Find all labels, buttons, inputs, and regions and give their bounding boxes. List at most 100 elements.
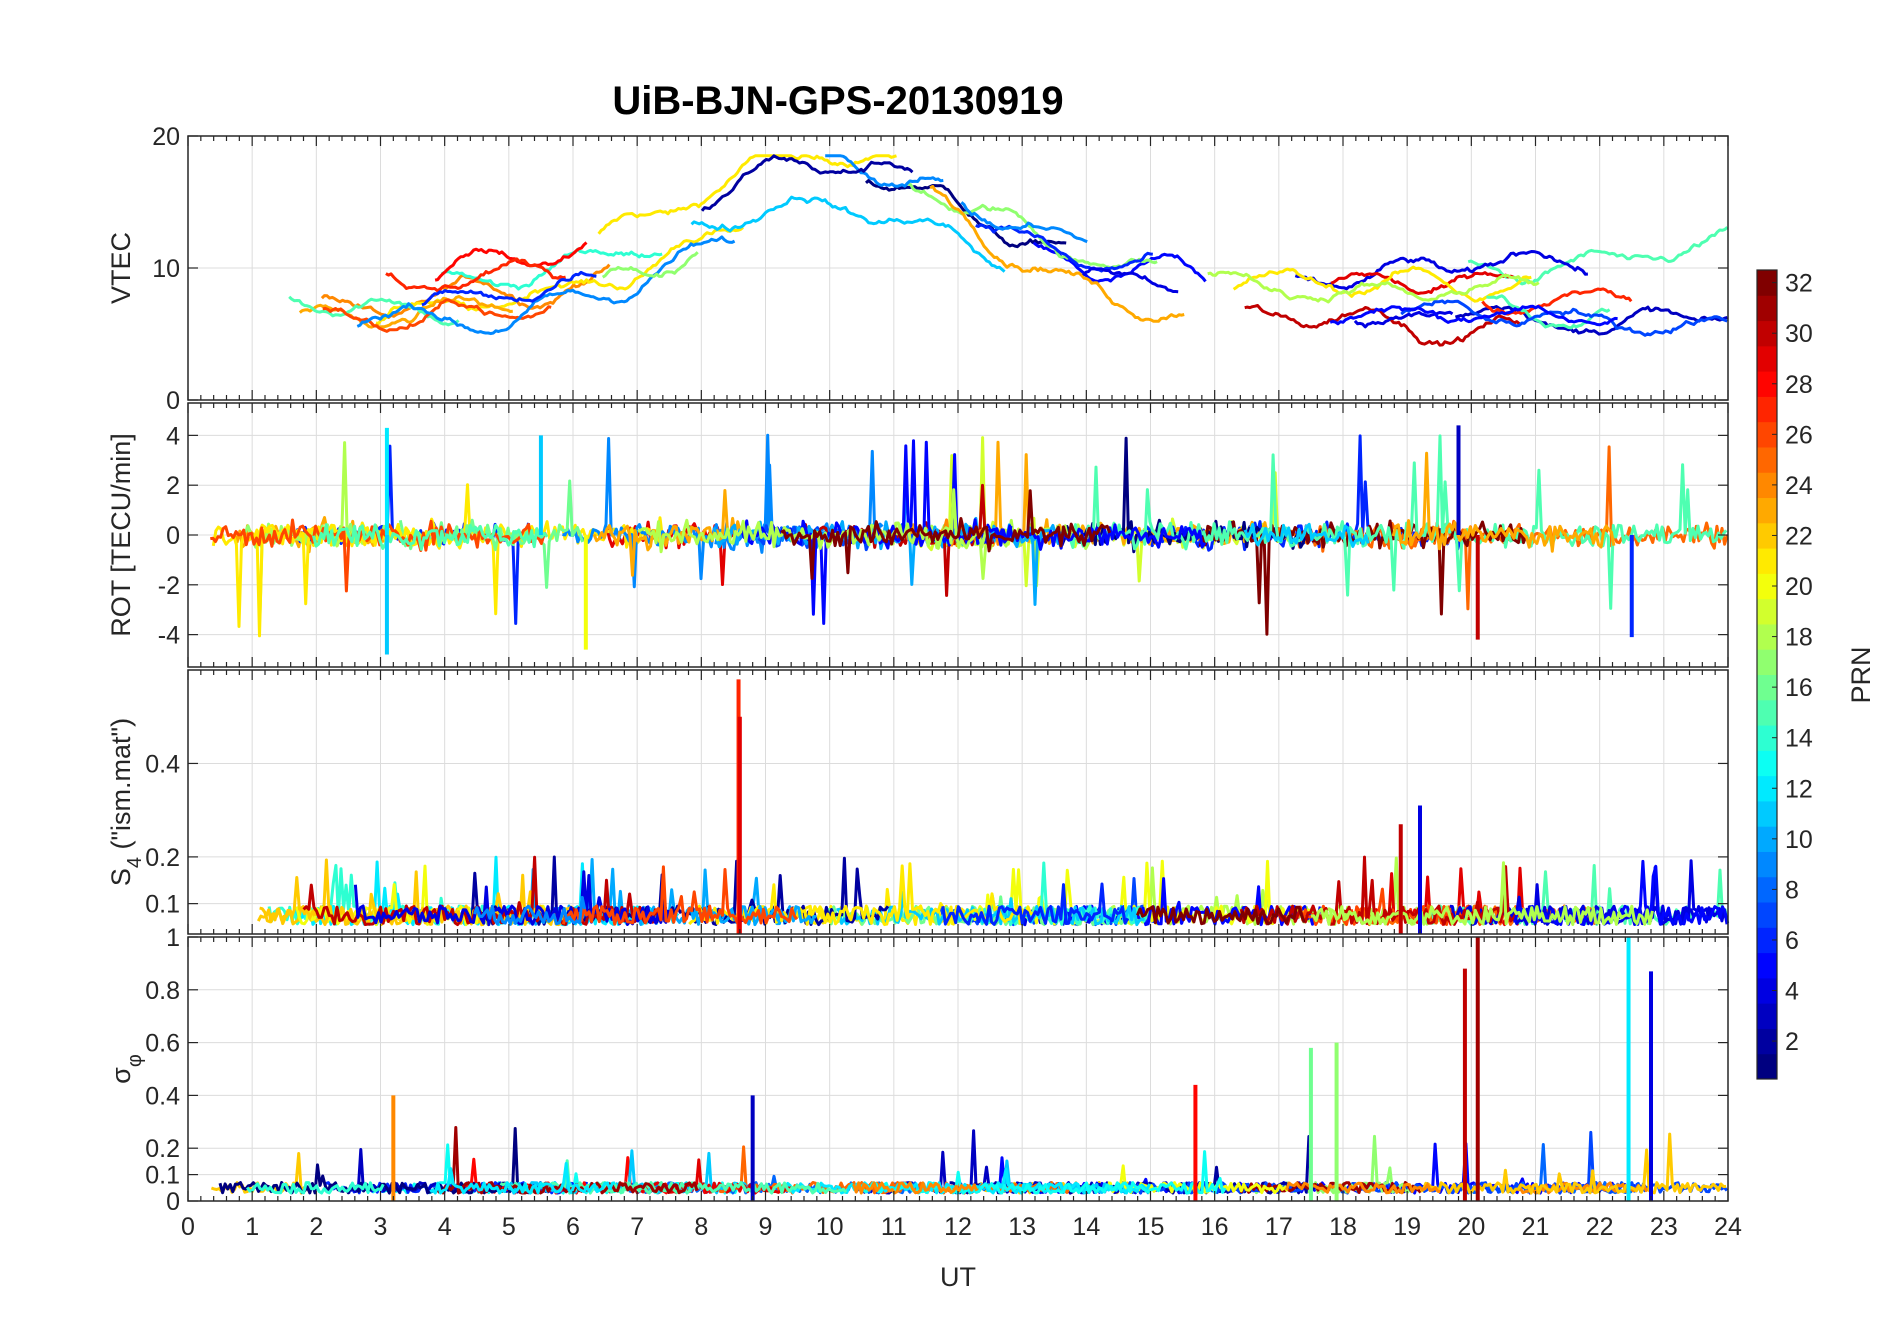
grid-s4 — [188, 670, 1728, 934]
y-tick-label: 0.4 — [145, 1082, 180, 1110]
colorbar-tick-label: 32 — [1785, 270, 1813, 298]
x-tick-label: 9 — [759, 1213, 773, 1241]
series-line — [356, 235, 736, 336]
x-tick-label: 11 — [881, 1213, 907, 1241]
x-tick-label: 2 — [309, 1213, 323, 1241]
colorbar-segment — [1757, 699, 1777, 726]
x-tick-label: 20 — [1457, 1213, 1485, 1241]
colorbar-segment — [1757, 497, 1777, 524]
series-line — [780, 489, 1112, 580]
y-tick-label: 1 — [166, 924, 180, 952]
series-line — [322, 298, 552, 333]
series-line — [825, 154, 944, 188]
series-line — [1243, 522, 1370, 548]
colorbar-tick-label: 14 — [1785, 725, 1813, 753]
colorbar-tick-label: 4 — [1785, 978, 1799, 1006]
colorbar-segment — [1757, 851, 1777, 878]
series-line — [1082, 267, 1179, 294]
x-tick-label: 22 — [1586, 1213, 1614, 1241]
series-line — [473, 895, 587, 926]
series-line — [429, 1161, 616, 1195]
colorbar-segment — [1757, 775, 1777, 802]
y-axis-label-rot: ROT [TECU/min] — [106, 433, 136, 637]
series-line — [700, 154, 914, 212]
y-tick-label: 0 — [166, 387, 180, 415]
series-line — [1232, 265, 1532, 303]
series-line — [436, 1126, 699, 1195]
colorbar-segment — [1757, 623, 1777, 650]
series-line — [1330, 271, 1514, 295]
series-line — [561, 865, 799, 926]
colorbar-segment — [1757, 649, 1777, 675]
series-s4 — [256, 679, 1730, 934]
colorbar-segment — [1757, 548, 1777, 574]
series-line — [434, 241, 588, 282]
panel-sigma: 00.10.2 0.4 0.6 0.8 1 σφ — [106, 924, 1729, 1216]
colorbar-label: PRN — [1846, 646, 1876, 703]
x-tick-label: 17 — [1265, 1213, 1293, 1241]
series-line — [1391, 451, 1616, 553]
colorbar-segment — [1757, 396, 1777, 423]
series-line — [960, 201, 1088, 244]
colorbar-frame — [1756, 269, 1778, 1080]
x-tick-label: 13 — [1008, 1213, 1036, 1241]
y-tick-label: 0.1 — [145, 891, 180, 919]
colorbar-segment — [1757, 927, 1777, 954]
series-line — [421, 270, 597, 307]
x-tick-label: 14 — [1072, 1213, 1100, 1241]
y-tick-label: 0.6 — [145, 1030, 180, 1058]
colorbar-tick-label: 2 — [1785, 1028, 1799, 1056]
x-tick-label: 10 — [816, 1213, 844, 1241]
series-line — [908, 182, 1158, 270]
y-tick-label: 0.2 — [145, 1135, 180, 1163]
colorbar-tick-label: 10 — [1785, 826, 1813, 854]
colorbar-segment — [1757, 598, 1777, 625]
colorbar-tick-label: 30 — [1785, 320, 1813, 348]
series-line — [690, 195, 1006, 273]
series-line — [601, 251, 699, 279]
panel-vtec: 0 10 20 VTEC — [106, 123, 1729, 415]
colorbar-tick-label: 28 — [1785, 371, 1813, 399]
y-tick-label: 0.1 — [145, 1162, 180, 1190]
colorbar-segment — [1757, 573, 1777, 600]
x-tick-label: 15 — [1137, 1213, 1165, 1241]
series-line — [1294, 250, 1589, 291]
colorbar-tick-label: 8 — [1785, 876, 1799, 904]
series-line — [852, 1181, 979, 1195]
colorbar-tick-label: 22 — [1785, 522, 1813, 550]
series-line — [1329, 304, 1618, 327]
series-sigma — [210, 937, 1729, 1201]
colorbar-segment — [1757, 800, 1777, 827]
colorbar-segment — [1757, 320, 1777, 347]
colorbar-tick-label: 12 — [1785, 775, 1813, 803]
y-tick-label: -4 — [158, 622, 180, 650]
colorbar-segment — [1757, 750, 1777, 777]
colorbar-segment — [1757, 345, 1777, 372]
x-tick-label: 16 — [1201, 1213, 1229, 1241]
y-tick-label: 20 — [152, 123, 180, 151]
series-line — [245, 1181, 385, 1195]
colorbar-segment — [1757, 902, 1777, 928]
x-tick-label: 8 — [694, 1213, 708, 1241]
colorbar-tick-label: 16 — [1785, 674, 1813, 702]
chart-title: UiB-BJN-GPS-20130919 — [612, 79, 1063, 123]
series-line — [1486, 294, 1611, 330]
x-tick-label: 7 — [630, 1213, 644, 1241]
series-line — [1244, 304, 1521, 347]
series-line — [859, 1150, 1227, 1195]
series-line — [929, 184, 1185, 323]
colorbar-segment — [1757, 472, 1777, 499]
colorbar-segment — [1757, 1003, 1777, 1029]
ticks-sigma — [187, 936, 1729, 1202]
colorbar-segment — [1757, 446, 1777, 473]
y-tick-label: 0.2 — [145, 844, 180, 872]
y-tick-label: -2 — [158, 572, 180, 600]
series-line — [288, 295, 460, 327]
colorbar-segment — [1757, 1053, 1777, 1080]
series-line — [353, 870, 670, 927]
y-axis-label-vtec: VTEC — [106, 232, 136, 304]
x-tick-label: 21 — [1522, 1213, 1550, 1241]
colorbar-segment — [1757, 421, 1777, 448]
